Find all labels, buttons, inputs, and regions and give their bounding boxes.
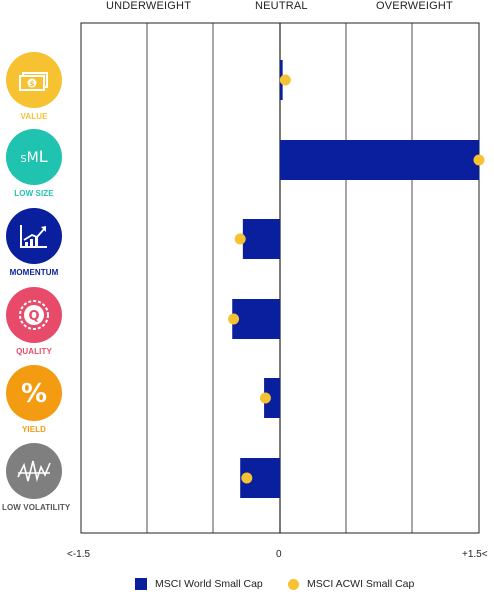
header-underweight: UNDERWEIGHT — [106, 0, 192, 12]
sml-text-icon: SML — [6, 129, 62, 185]
factor-label: MOMENTUM — [9, 268, 59, 277]
bar-yield — [264, 378, 280, 418]
svg-text:Q: Q — [28, 309, 39, 324]
factor-label: QUALITY — [16, 347, 52, 356]
factor-low-size: SML LOW SIZE — [2, 129, 66, 198]
factor-yield: % YIELD — [2, 365, 66, 434]
legend-world: MSCI World Small Cap — [135, 578, 263, 590]
dot-low-volatility — [241, 472, 253, 484]
dot-low-size — [473, 154, 485, 166]
svg-text:%: % — [21, 379, 47, 409]
dot-value — [279, 74, 291, 86]
factor-value: $ VALUE — [2, 52, 66, 121]
dot-quality — [228, 313, 240, 325]
svg-text:$: $ — [30, 80, 35, 88]
factor-label: YIELD — [21, 425, 47, 434]
factor-low-volatility: LOW VOLATILITY — [2, 443, 71, 512]
legend-bar-swatch — [135, 578, 147, 590]
factor-label: VALUE — [20, 112, 48, 121]
svg-text:SML: SML — [20, 147, 47, 166]
bar-quality — [232, 299, 280, 339]
factor-quality: Q QUALITY — [2, 287, 66, 356]
legend-label-world: MSCI World Small Cap — [155, 578, 263, 590]
header-neutral: NEUTRAL — [255, 0, 308, 12]
legend-acwi: MSCI ACWI Small Cap — [288, 578, 414, 590]
tick-label-max: +1.5< — [462, 549, 488, 560]
dollar-bill-icon: $ — [6, 52, 62, 108]
factor-label: LOW SIZE — [14, 189, 54, 198]
header-overweight: OVERWEIGHT — [376, 0, 453, 12]
volatility-line-icon — [6, 443, 62, 499]
factor-momentum: MOMENTUM — [2, 208, 66, 277]
legend-label-acwi: MSCI ACWI Small Cap — [307, 578, 415, 590]
q-seal-icon: Q — [6, 287, 62, 343]
legend-dot-swatch — [288, 578, 299, 590]
tick-label-zero: 0 — [276, 549, 282, 560]
dot-yield — [259, 392, 271, 404]
trend-chart-icon — [6, 208, 62, 264]
bar-low-size — [280, 140, 479, 180]
dot-momentum — [234, 233, 246, 245]
factor-label: LOW VOLATILITY — [2, 503, 71, 512]
tick-label-min: <-1.5 — [67, 549, 91, 560]
percent-icon: % — [6, 365, 62, 421]
bar-momentum — [242, 219, 280, 259]
